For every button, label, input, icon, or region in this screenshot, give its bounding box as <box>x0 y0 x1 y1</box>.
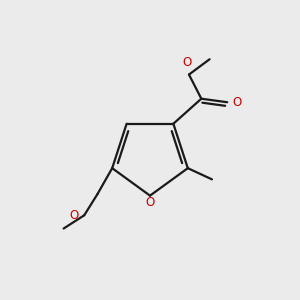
Text: O: O <box>183 56 192 69</box>
Text: O: O <box>70 209 79 222</box>
Text: O: O <box>232 96 242 109</box>
Text: O: O <box>146 196 154 208</box>
